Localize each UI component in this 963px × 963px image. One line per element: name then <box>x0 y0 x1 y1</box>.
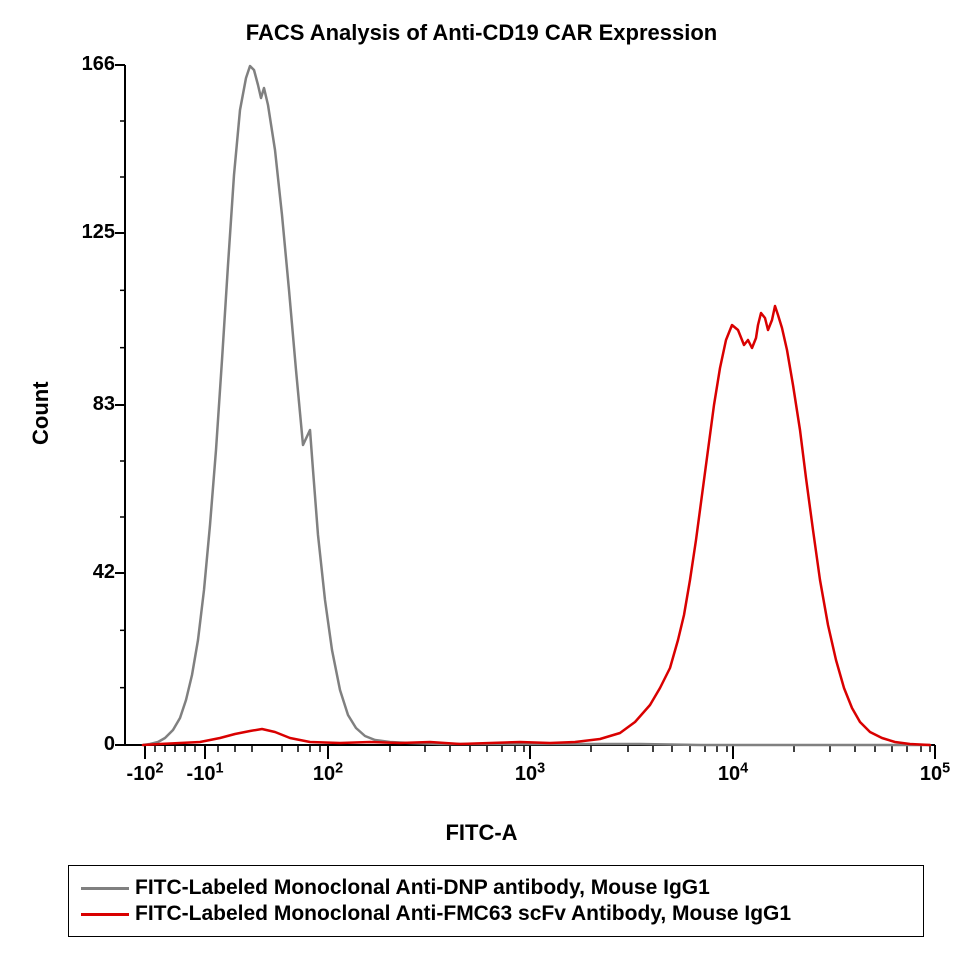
x-tick-label: 103 <box>500 763 560 786</box>
x-axis-label: FITC-A <box>0 820 963 846</box>
y-tick-label: 83 <box>65 393 115 416</box>
y-axis-ticks-group <box>115 65 125 745</box>
x-tick-label: -101 <box>175 763 235 786</box>
x-tick-label: 102 <box>298 763 358 786</box>
plot-svg <box>0 0 963 963</box>
chart-container: FACS Analysis of Anti-CD19 CAR Expressio… <box>0 0 963 963</box>
series-line-0 <box>143 66 930 745</box>
series-line-1 <box>143 306 930 745</box>
legend-swatch <box>81 913 129 916</box>
legend-row: FITC-Labeled Monoclonal Anti-DNP antibod… <box>81 876 911 900</box>
legend-row: FITC-Labeled Monoclonal Anti-FMC63 scFv … <box>81 902 911 926</box>
x-tick-label: 105 <box>905 763 963 786</box>
legend-label: FITC-Labeled Monoclonal Anti-DNP antibod… <box>135 876 710 900</box>
x-tick-label: 104 <box>703 763 763 786</box>
legend-swatch <box>81 887 129 890</box>
y-tick-label: 125 <box>65 221 115 244</box>
y-tick-label: 166 <box>65 53 115 76</box>
y-tick-label: 0 <box>65 733 115 756</box>
series-group <box>143 66 930 745</box>
legend-label: FITC-Labeled Monoclonal Anti-FMC63 scFv … <box>135 902 791 926</box>
x-axis-ticks-group <box>145 745 935 759</box>
legend-box: FITC-Labeled Monoclonal Anti-DNP antibod… <box>68 865 924 937</box>
y-tick-label: 42 <box>65 561 115 584</box>
x-tick-label: -102 <box>115 763 175 786</box>
